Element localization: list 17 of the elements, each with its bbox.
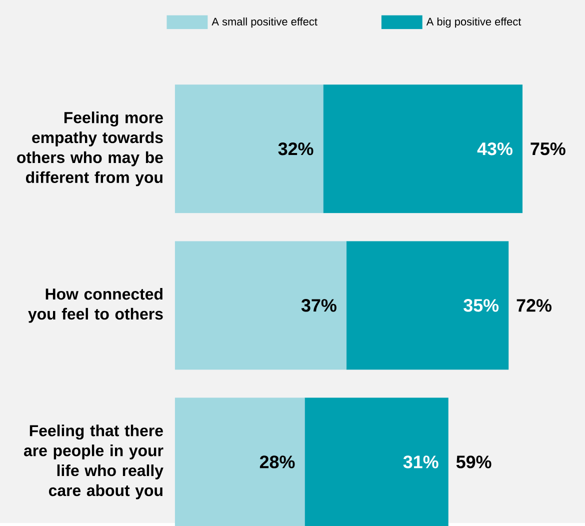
y-tick-label: Feeling more empathy towards others who may be different from you: [17, 111, 163, 186]
y-tick-label: Feeling that there are people in your life who really care about you: [24, 424, 164, 500]
data-label: 32%: [278, 142, 314, 156]
bar: [346, 241, 509, 370]
total-label: 75%: [530, 142, 566, 156]
total-label: 72%: [516, 298, 552, 312]
data-label: 37%: [301, 298, 336, 312]
data-label: 43%: [477, 142, 512, 156]
data-label: 35%: [464, 298, 499, 312]
total-label: 59%: [456, 456, 492, 468]
bar: [323, 84, 523, 214]
y-tick-label: How connected you feel to others: [28, 288, 163, 323]
bar: [304, 398, 448, 526]
legend-label: A small positive effect: [212, 17, 318, 28]
data-label: 31%: [403, 455, 438, 468]
legend-label: A big positive effect: [426, 17, 522, 28]
data-label: 28%: [260, 456, 295, 468]
